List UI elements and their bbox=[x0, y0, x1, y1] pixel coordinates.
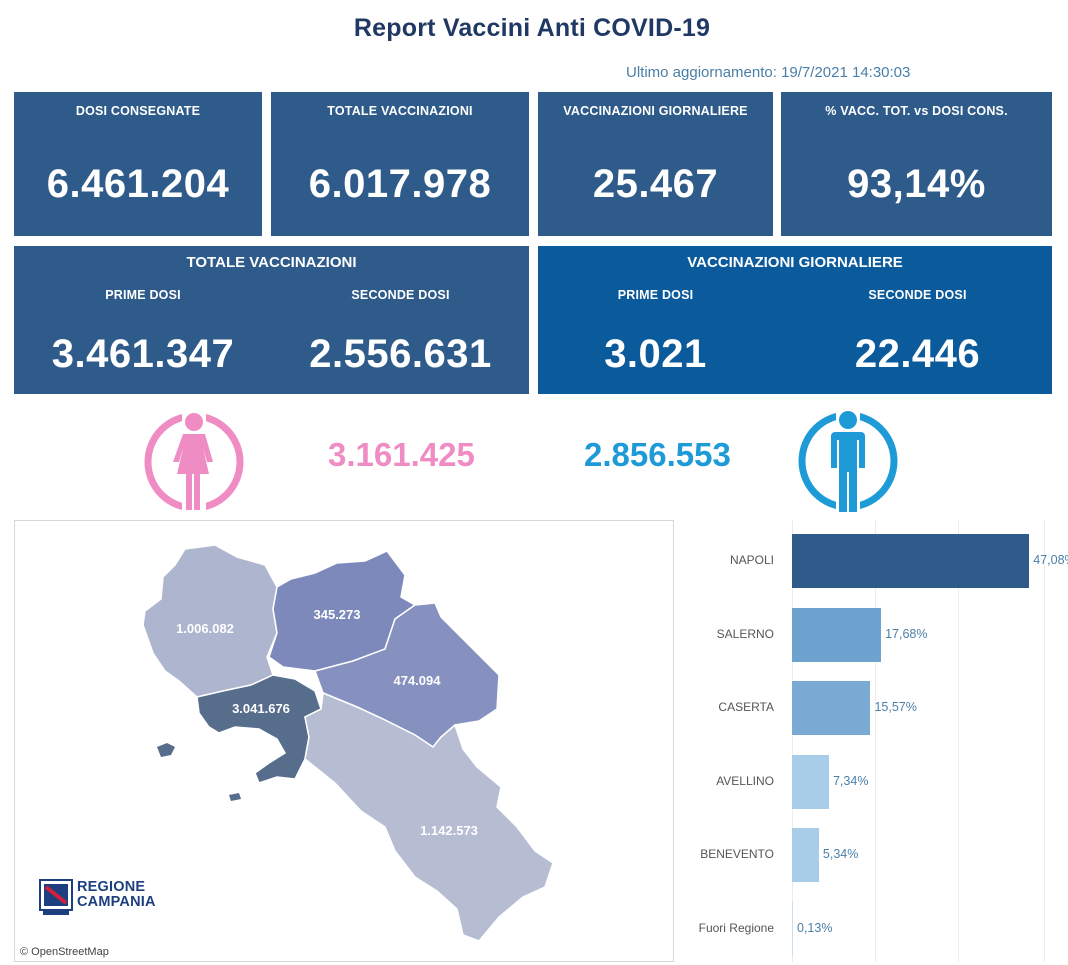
bar-avellino[interactable] bbox=[792, 754, 829, 809]
region-salerno bbox=[304, 691, 554, 942]
bar-value-label: 0,13% bbox=[797, 920, 833, 935]
bar-fuori-regione[interactable] bbox=[792, 901, 793, 956]
seconde-dosi-label: SECONDE DOSI bbox=[351, 288, 450, 302]
kpi-value: 6.461.204 bbox=[46, 162, 230, 206]
seconde-dosi-value: 2.556.631 bbox=[309, 332, 492, 376]
panel-title: VACCINAZIONI GIORNALIERE bbox=[687, 254, 903, 271]
bar-caserta[interactable] bbox=[792, 681, 871, 735]
bar-value-label: 7,34% bbox=[832, 773, 869, 788]
prime-dosi-value: 3.021 bbox=[604, 332, 707, 376]
female-person-icon bbox=[144, 410, 244, 514]
island-capri bbox=[229, 793, 241, 801]
prime-dosi-value: 3.461.347 bbox=[51, 332, 235, 376]
island-procida-ischia bbox=[157, 743, 175, 757]
campania-map[interactable]: 1.006.082 345.273 474.094 3.041.676 1.14… bbox=[14, 520, 674, 962]
map-credit[interactable]: © OpenStreetMap bbox=[20, 946, 109, 958]
grid-line bbox=[792, 520, 793, 962]
kpi-label: % VACC. TOT. vs DOSI CONS. bbox=[825, 104, 1008, 118]
grid-line bbox=[958, 520, 960, 962]
bar-value-label: 47,08% bbox=[1033, 553, 1068, 567]
map-label-caserta: 1.006.082 bbox=[176, 621, 234, 636]
kpi-card-totale-vaccinazioni: TOTALE VACCINAZIONI 6.017.978 bbox=[271, 92, 529, 236]
bar-benevento[interactable] bbox=[792, 828, 819, 882]
bar-category-label: NAPOLI bbox=[729, 553, 774, 567]
male-count: 2.856.553 bbox=[584, 436, 731, 473]
logo-text-line1: REGIONE bbox=[77, 879, 146, 895]
bar-napoli[interactable] bbox=[792, 534, 1030, 588]
kpi-card-percent-vacc: % VACC. TOT. vs DOSI CONS. 93,14% bbox=[781, 92, 1052, 236]
province-bar-chart: NAPOLI 47,08% SALERNO 17,68% CASERTA 15,57% AV… bbox=[690, 520, 1068, 962]
map-label-avellino: 474.094 bbox=[394, 673, 442, 688]
seconde-dosi-value: 22.446 bbox=[854, 332, 981, 376]
kpi-label: TOTALE VACCINAZIONI bbox=[327, 104, 473, 118]
bar-category-label: SALERNO bbox=[716, 626, 774, 641]
page-title: Report Vaccini Anti COVID-19 bbox=[353, 14, 711, 42]
bar-category-label: Fuori Regione bbox=[698, 920, 774, 935]
seconde-dosi-label: SECONDE DOSI bbox=[868, 288, 967, 302]
map-label-salerno: 1.142.573 bbox=[420, 823, 478, 838]
vaccinazioni-giornaliere-panel: VACCINAZIONI GIORNALIERE PRIME DOSI 3.02… bbox=[538, 246, 1052, 394]
region-napoli bbox=[196, 674, 322, 784]
grid-line bbox=[875, 520, 877, 962]
panel-title: TOTALE VACCINAZIONI bbox=[186, 254, 357, 271]
bar-category-label: CASERTA bbox=[718, 700, 774, 714]
kpi-value: 25.467 bbox=[592, 162, 719, 206]
bar-category-label: BENEVENTO bbox=[700, 847, 774, 861]
prime-dosi-label: PRIME DOSI bbox=[617, 288, 694, 302]
last-update-text: Ultimo aggiornamento: 19/7/2021 14:30:03 bbox=[626, 64, 911, 81]
bar-value-label: 15,57% bbox=[874, 700, 917, 714]
logo-text-line2: CAMPANIA bbox=[77, 894, 156, 910]
kpi-card-vaccinazioni-giornaliere: VACCINAZIONI GIORNALIERE 25.467 bbox=[538, 92, 773, 236]
kpi-value: 6.017.978 bbox=[308, 162, 492, 206]
regione-campania-logo: REGIONE CAMPANIA bbox=[39, 877, 179, 921]
bar-value-label: 5,34% bbox=[822, 847, 859, 861]
grid-line bbox=[1044, 520, 1045, 962]
bar-category-label: AVELLINO bbox=[716, 773, 774, 788]
kpi-card-dosi-consegnate: DOSI CONSEGNATE 6.461.204 bbox=[14, 92, 262, 236]
kpi-label: DOSI CONSEGNATE bbox=[75, 104, 201, 118]
prime-dosi-label: PRIME DOSI bbox=[105, 288, 181, 302]
map-label-napoli: 3.041.676 bbox=[232, 701, 290, 716]
regione-campania-emblem-icon bbox=[39, 879, 73, 915]
female-count: 3.161.425 bbox=[328, 436, 475, 473]
map-label-benevento: 345.273 bbox=[314, 607, 361, 622]
bar-salerno[interactable] bbox=[792, 607, 882, 662]
male-person-icon bbox=[798, 408, 898, 514]
kpi-value: 93,14% bbox=[847, 162, 986, 206]
totale-vaccinazioni-panel: TOTALE VACCINAZIONI PRIME DOSI 3.461.347… bbox=[14, 246, 529, 394]
bar-value-label: 17,68% bbox=[885, 626, 928, 641]
kpi-label: VACCINAZIONI GIORNALIERE bbox=[563, 104, 748, 118]
